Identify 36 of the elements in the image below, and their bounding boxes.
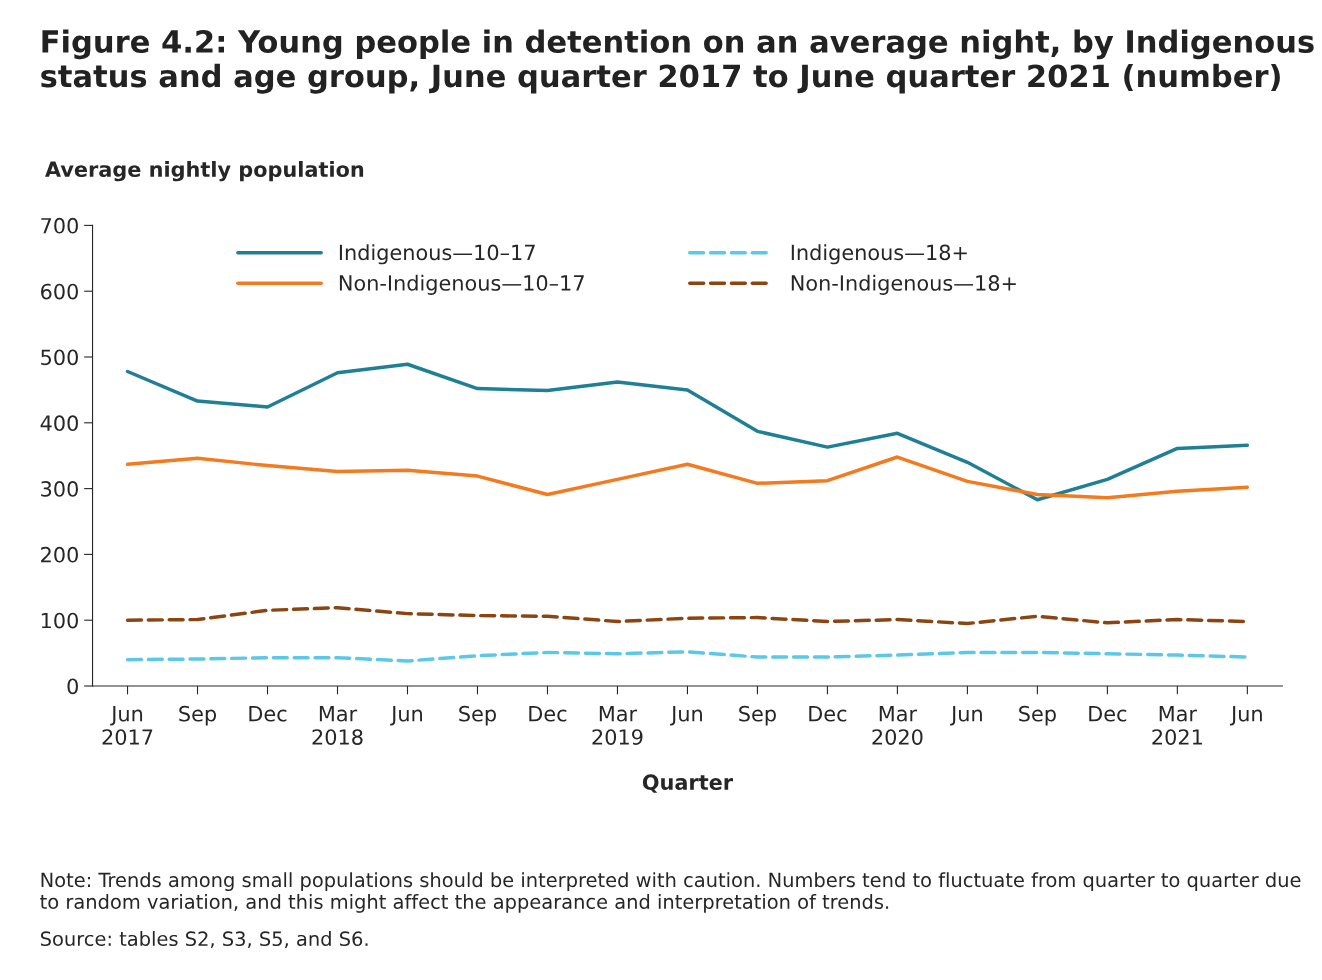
y-tick-label: 200: [41, 546, 78, 563]
x-tick-label: Sep: [179, 705, 217, 726]
y-tick-label: 400: [40, 415, 78, 432]
x-tick-label: Jun: [1229, 706, 1262, 726]
y-tick-label: 100: [41, 612, 78, 629]
x-tick-label: Dec: [249, 706, 287, 722]
x-tick-label: Mar 2021: [1152, 706, 1202, 745]
x-tick-label: Dec: [1089, 706, 1127, 722]
legend-label: Non-Indigenous—10–17: [339, 274, 584, 295]
y-tick-label: 0: [67, 678, 78, 695]
x-axis-title: Quarter: [642, 774, 733, 793]
y-tick-label: 600: [41, 283, 78, 300]
text: Note: Trends among small populations should be interpreted with caution. Numbers tend to fluctuate from quarter to quarter due to random variation, and this might affect the appearance and interpretation of trends.: [40, 872, 1301, 913]
line-series: [125, 362, 1250, 502]
source-note: Source: tables S2, S3, S5, and S6.: [40, 931, 368, 949]
x-tick-label: Mar 2019: [592, 706, 643, 745]
line-series: [125, 455, 1250, 500]
x-tick-label: Dec: [529, 706, 567, 722]
x-tick-label: Jun: [950, 706, 982, 726]
y-tick-label: 300: [41, 481, 78, 497]
x-tick-label: Dec: [809, 706, 847, 722]
y-tick-label: 500: [41, 349, 78, 366]
x-tick-label: Mar 2018: [312, 706, 363, 745]
x-tick-label: Jun: [390, 706, 422, 726]
x-tick-label: Sep: [459, 705, 496, 726]
x-tick-label: Jun: [670, 706, 702, 726]
x-tick-label: Sep: [1019, 705, 1056, 726]
legend-label: Indigenous—10–17: [339, 244, 535, 265]
x-tick-label: Sep: [739, 705, 776, 726]
y-tick-label: 700: [41, 217, 78, 234]
chart-title: Figure 4.2: Young people in detention on an average night, by Indigenous status and age group, June quarter 2017 to June quarter 2021 (number): [41, 29, 1314, 94]
x-tick-label: Jun 2017: [102, 706, 153, 745]
x-tick-label: Mar 2020: [872, 706, 923, 745]
legend-label: Non-Indigenous—18+: [791, 274, 1016, 295]
legend-label: Indigenous—18+: [791, 244, 967, 265]
y-axis-title: Average nightly population: [45, 160, 364, 182]
